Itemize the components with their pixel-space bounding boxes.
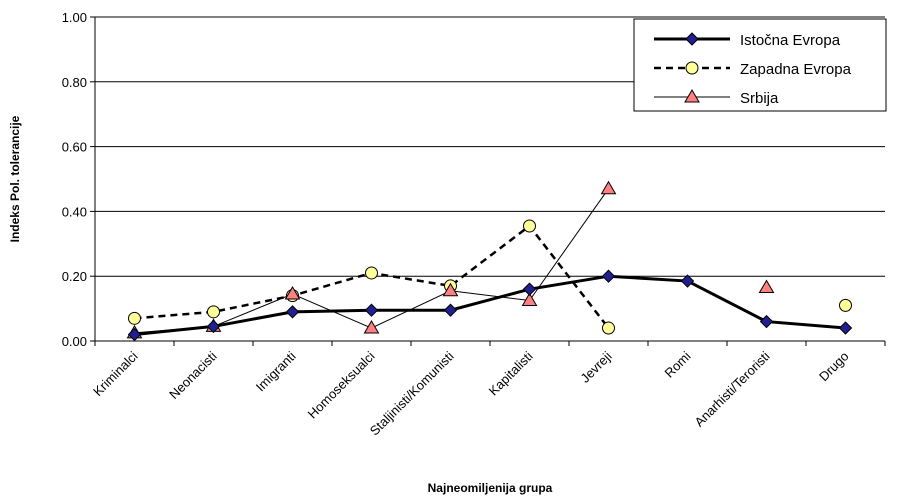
data-point <box>759 314 774 329</box>
data-point <box>442 282 459 297</box>
x-tick-label: Neonacisti <box>166 348 220 402</box>
data-point <box>206 319 221 334</box>
data-point <box>523 219 536 233</box>
data-point <box>128 311 141 325</box>
data-point <box>207 305 220 319</box>
y-tick-label: 0.20 <box>62 269 87 284</box>
data-point <box>758 279 775 294</box>
legend-marker <box>684 89 700 103</box>
data-point <box>285 305 300 319</box>
y-axis-title: Indeks Pol. tolerancije <box>8 115 22 242</box>
legend-box <box>633 18 887 112</box>
x-tick-label: Drugo <box>816 349 852 385</box>
y-tick-label: 0.80 <box>62 75 87 90</box>
data-point <box>680 274 695 288</box>
data-point <box>601 269 616 283</box>
series-line <box>134 274 846 337</box>
y-tick-label: 0.00 <box>62 334 87 349</box>
data-point <box>364 303 379 317</box>
data-point <box>443 303 458 317</box>
legend-label: Zapadna Evropa <box>740 61 852 78</box>
data-point <box>839 298 852 312</box>
data-point <box>521 292 538 306</box>
legend-label: Istočna Evropa <box>740 32 841 49</box>
x-axis-title: Najneomiljenija grupa <box>428 481 553 495</box>
data-point <box>365 266 378 280</box>
legend-marker <box>685 61 699 75</box>
x-tick-label: Staljinisti/Komunisti <box>367 348 457 438</box>
data-point <box>127 327 142 342</box>
y-tick-label: 0.40 <box>62 204 87 219</box>
x-tick-label: Kriminalci <box>90 348 141 399</box>
data-point <box>600 180 617 195</box>
x-tick-label: Romi <box>662 348 694 380</box>
legend-label: Srbija <box>740 90 779 107</box>
x-tick-label: Anarhisti/Teroristi <box>692 348 773 429</box>
y-tick-label: 1.00 <box>62 10 87 25</box>
x-tick-label: Kapitalisti <box>486 348 536 398</box>
y-tick-label: 0.60 <box>62 140 87 155</box>
x-tick-label: Homoseksualci <box>305 348 378 421</box>
data-point <box>284 286 301 300</box>
data-point <box>522 282 537 296</box>
data-point <box>363 320 380 334</box>
data-point <box>838 321 853 335</box>
x-tick-label: Imigranti <box>253 348 299 394</box>
legend-marker <box>685 32 699 46</box>
data-point <box>602 321 615 335</box>
x-tick-label: Jevreji <box>577 348 614 385</box>
